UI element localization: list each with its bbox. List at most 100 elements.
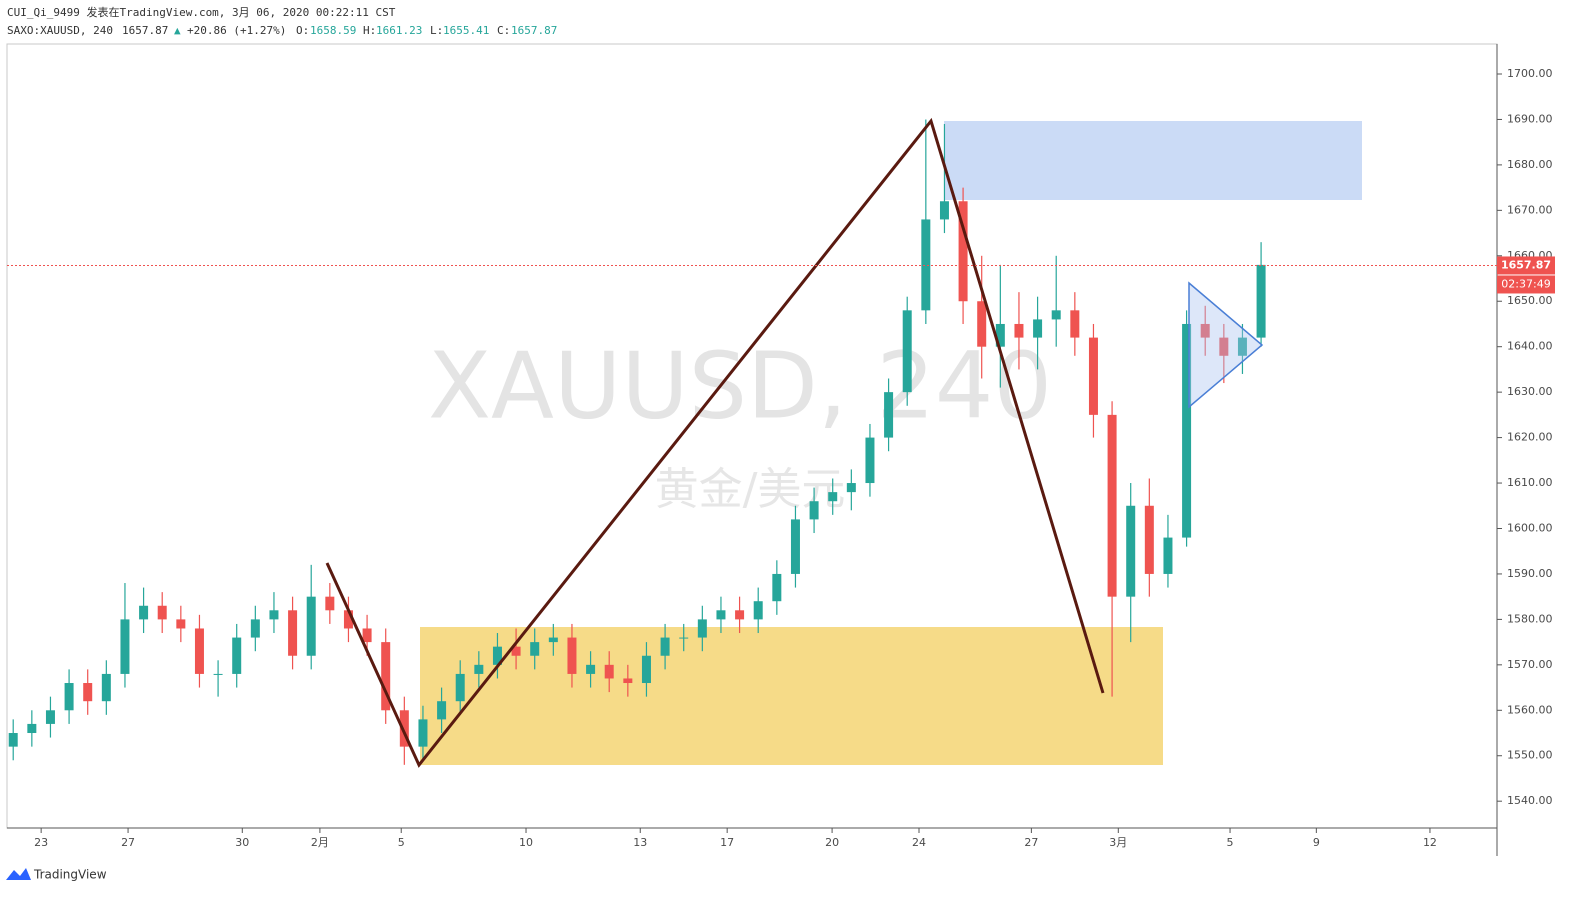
x-tick-label: 24: [912, 836, 926, 849]
candle-body: [157, 605, 167, 620]
h-value: 1661.23: [376, 24, 422, 37]
x-tick-label: 27: [121, 836, 135, 849]
y-tick-label: 1600.00: [1507, 521, 1553, 534]
zigzag-drawing: [325, 117, 1105, 768]
candle-body: [1088, 337, 1098, 415]
y-tick-label: 1640.00: [1507, 340, 1553, 353]
candle-body: [679, 637, 689, 639]
x-tick-label: 27: [1024, 836, 1038, 849]
y-tick-label: 1580.00: [1507, 612, 1553, 625]
l-value: 1655.41: [443, 24, 489, 37]
candle-body: [83, 683, 93, 702]
change: +20.86 (+1.27%): [187, 24, 286, 37]
y-tick-label: 1630.00: [1507, 385, 1553, 398]
candle-body: [418, 719, 428, 747]
candle-body: [1107, 414, 1117, 597]
arrow: ▲: [174, 24, 181, 37]
candle-body: [269, 610, 279, 620]
candle-body: [1033, 319, 1043, 338]
candle-body: [306, 596, 316, 656]
price: 1657.87: [122, 24, 168, 37]
candle-body: [139, 605, 149, 620]
last-price-label: 1657.87: [1501, 258, 1551, 271]
y-tick-label: 1590.00: [1507, 567, 1553, 580]
y-tick-label: 1550.00: [1507, 749, 1553, 762]
y-tick-label: 1610.00: [1507, 476, 1553, 489]
candle-body: [977, 301, 987, 347]
candle-body: [250, 619, 260, 638]
c-value: 1657.87: [511, 24, 557, 37]
countdown-label: 02:37:49: [1501, 277, 1550, 290]
candle-body: [176, 619, 186, 629]
publish-info: CUI_Qi_9499 发表在TradingView.com, 3月 06, 2…: [7, 5, 396, 19]
candle-body: [884, 392, 894, 438]
y-tick-label: 1540.00: [1507, 794, 1553, 807]
candle-body: [1237, 337, 1247, 356]
y-tick-label: 1670.00: [1507, 203, 1553, 216]
candle-body: [846, 483, 856, 493]
candle-body: [45, 710, 55, 724]
countdown-tag: [1497, 275, 1555, 294]
candles: [8, 119, 1266, 765]
x-tick-label: 2月: [311, 836, 329, 849]
candle-body: [1144, 505, 1154, 574]
candle-body: [288, 610, 298, 656]
candle-body: [716, 610, 726, 620]
h-label: H:: [363, 24, 376, 37]
candle-body: [1256, 264, 1266, 338]
y-tick-label: 1680.00: [1507, 158, 1553, 171]
candle-body: [120, 619, 130, 674]
l-label: L:: [430, 24, 443, 37]
o-value: 1658.59: [310, 24, 356, 37]
candle-body: [865, 437, 875, 484]
x-tick-label: 5: [1227, 836, 1234, 849]
candle-body: [437, 701, 447, 720]
candle-body: [1126, 505, 1136, 597]
candle-body: [455, 673, 465, 702]
candle-body: [1051, 310, 1061, 320]
candle-body: [604, 664, 614, 679]
candle-body: [567, 637, 577, 674]
candle-body: [958, 201, 968, 302]
brand: TradingView: [33, 868, 107, 882]
candle-body: [772, 573, 782, 602]
symbol: SAXO:XAUUSD, 240: [7, 24, 113, 37]
candle-body: [753, 601, 763, 620]
candle-body: [325, 596, 335, 611]
candle-body: [1014, 323, 1024, 338]
x-tick-label: 9: [1313, 836, 1320, 849]
y-tick-label: 1700.00: [1507, 67, 1553, 80]
y-tick-label: 1690.00: [1507, 112, 1553, 125]
candle-body: [623, 678, 633, 684]
candle-body: [697, 619, 707, 638]
x-tick-label: 30: [235, 836, 249, 849]
x-tick-label: 20: [825, 836, 839, 849]
candle-body: [8, 733, 18, 747]
candle-body: [511, 646, 521, 656]
candle-body: [474, 664, 484, 674]
candle-body: [828, 492, 838, 502]
candle-body: [399, 710, 409, 747]
x-tick-label: 10: [519, 836, 533, 849]
candle-body: [64, 683, 74, 711]
candle-body: [939, 201, 949, 220]
triangle-pattern: [1188, 281, 1264, 409]
candle-body: [1182, 323, 1192, 538]
candle-body: [586, 664, 596, 674]
candle-body: [213, 673, 223, 675]
c-label: C:: [497, 24, 510, 37]
candle-body: [660, 637, 670, 656]
last-price-tag: [1497, 256, 1555, 275]
resistance-zone: [944, 121, 1362, 200]
candle-body: [101, 673, 111, 702]
x-tick-label: 12: [1423, 836, 1437, 849]
candle-body: [343, 610, 353, 629]
candle-body: [194, 628, 204, 674]
candle-body: [27, 723, 37, 734]
candle-body: [492, 646, 502, 665]
o-label: O:: [296, 24, 309, 37]
candle-body: [1200, 323, 1210, 338]
x-tick-label: 3月: [1109, 836, 1127, 849]
candle-body: [995, 323, 1005, 347]
